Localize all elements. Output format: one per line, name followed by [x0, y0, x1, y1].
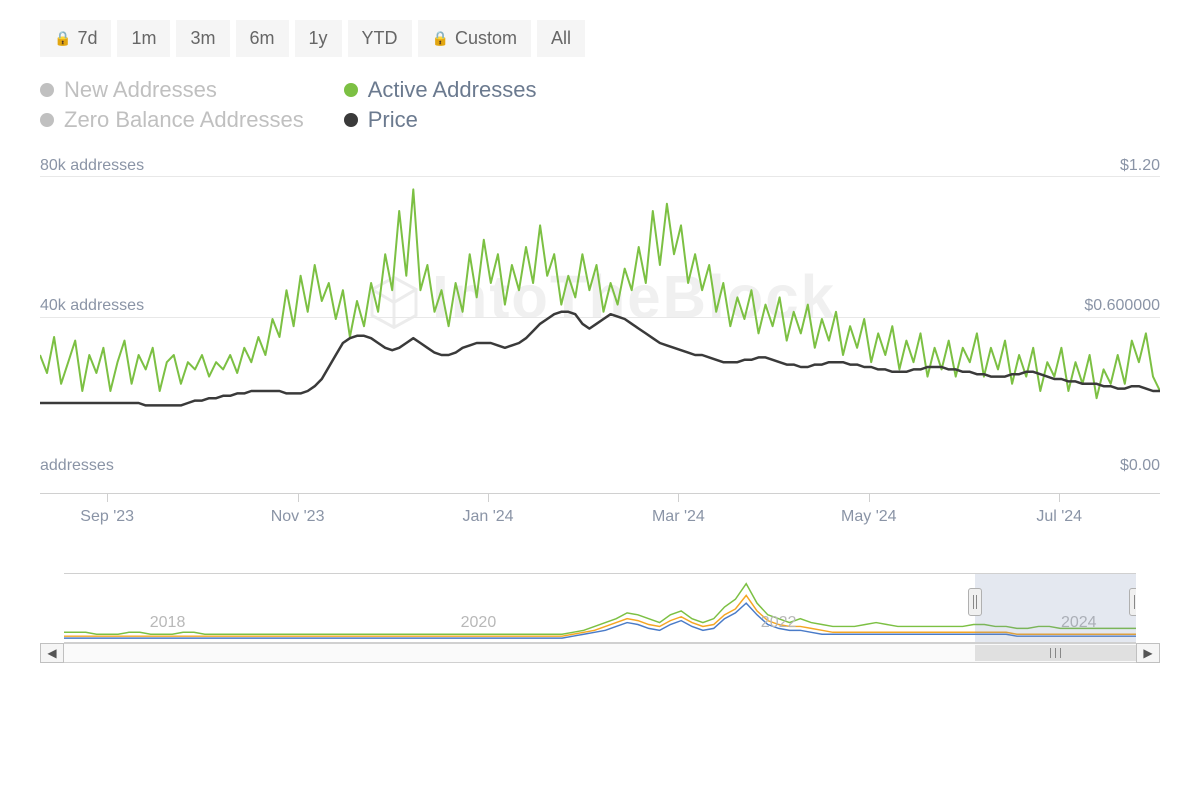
chart-legend: New Addresses Active Addresses Zero Bala… — [40, 77, 536, 133]
legend-label: Active Addresses — [368, 77, 537, 103]
legend-dot — [344, 83, 358, 97]
range-button-label: 1m — [131, 28, 156, 49]
time-range-selector: 🔒 7d 1m 3m 6m 1y YTD 🔒 Custom All — [40, 20, 1160, 57]
navigator-scrollbar-thumb[interactable] — [975, 645, 1136, 661]
range-button-label: All — [551, 28, 571, 49]
x-tick — [678, 494, 679, 502]
range-button-7d[interactable]: 🔒 7d — [40, 20, 111, 57]
range-button-label: 1y — [309, 28, 328, 49]
x-tick — [298, 494, 299, 502]
navigator-year-label: 2022 — [761, 614, 797, 632]
navigator-selection[interactable] — [975, 574, 1136, 642]
range-button-label: 7d — [77, 28, 97, 49]
range-button-label: Custom — [455, 28, 517, 49]
range-button-ytd[interactable]: YTD — [348, 20, 412, 57]
x-axis-label: Jul '24 — [1036, 508, 1082, 526]
range-button-1m[interactable]: 1m — [117, 20, 170, 57]
x-tick — [488, 494, 489, 502]
x-axis-label: Jan '24 — [462, 508, 513, 526]
lock-icon: 🔒 — [432, 30, 449, 47]
navigator-scroll-right[interactable]: ▶ — [1136, 643, 1160, 663]
range-button-label: 6m — [250, 28, 275, 49]
legend-dot — [40, 83, 54, 97]
legend-active-addresses[interactable]: Active Addresses — [344, 77, 537, 103]
x-axis-label: May '24 — [841, 508, 897, 526]
range-button-3m[interactable]: 3m — [176, 20, 229, 57]
range-button-1y[interactable]: 1y — [295, 20, 342, 57]
legend-label: New Addresses — [64, 77, 217, 103]
x-tick — [1059, 494, 1060, 502]
lock-icon: 🔒 — [54, 30, 71, 47]
legend-new-addresses[interactable]: New Addresses — [40, 77, 304, 103]
x-axis-label: Sep '23 — [80, 508, 134, 526]
legend-dot — [40, 113, 54, 127]
legend-price[interactable]: Price — [344, 107, 537, 133]
navigator-scrollbar[interactable] — [64, 643, 1136, 663]
legend-dot — [344, 113, 358, 127]
x-axis: Sep '23 Nov '23 Jan '24 Mar '24 May '24 Jul '… — [40, 493, 1160, 543]
navigator-chart[interactable]: 2018202020222024 — [64, 573, 1136, 643]
chart-svg — [40, 163, 1160, 483]
range-button-all[interactable]: All — [537, 20, 585, 57]
x-axis-label: Mar '24 — [652, 508, 705, 526]
legend-label: Price — [368, 107, 418, 133]
navigator-year-label: 2018 — [150, 614, 186, 632]
navigator-handle-right[interactable] — [1129, 588, 1136, 616]
legend-label: Zero Balance Addresses — [64, 107, 304, 133]
x-tick — [869, 494, 870, 502]
legend-zero-balance[interactable]: Zero Balance Addresses — [40, 107, 304, 133]
range-button-6m[interactable]: 6m — [236, 20, 289, 57]
navigator-year-label: 2020 — [461, 614, 497, 632]
main-chart[interactable]: IntoTheBlock 80k addresses 40k addresses… — [40, 163, 1160, 483]
x-tick — [107, 494, 108, 502]
x-axis-label: Nov '23 — [271, 508, 325, 526]
navigator-handle-left[interactable] — [968, 588, 982, 616]
navigator-scroll-left[interactable]: ◀ — [40, 643, 64, 663]
range-button-label: 3m — [190, 28, 215, 49]
range-button-custom[interactable]: 🔒 Custom — [418, 20, 531, 57]
navigator: 2018202020222024 ◀ ▶ — [40, 573, 1160, 663]
range-button-label: YTD — [362, 28, 398, 49]
